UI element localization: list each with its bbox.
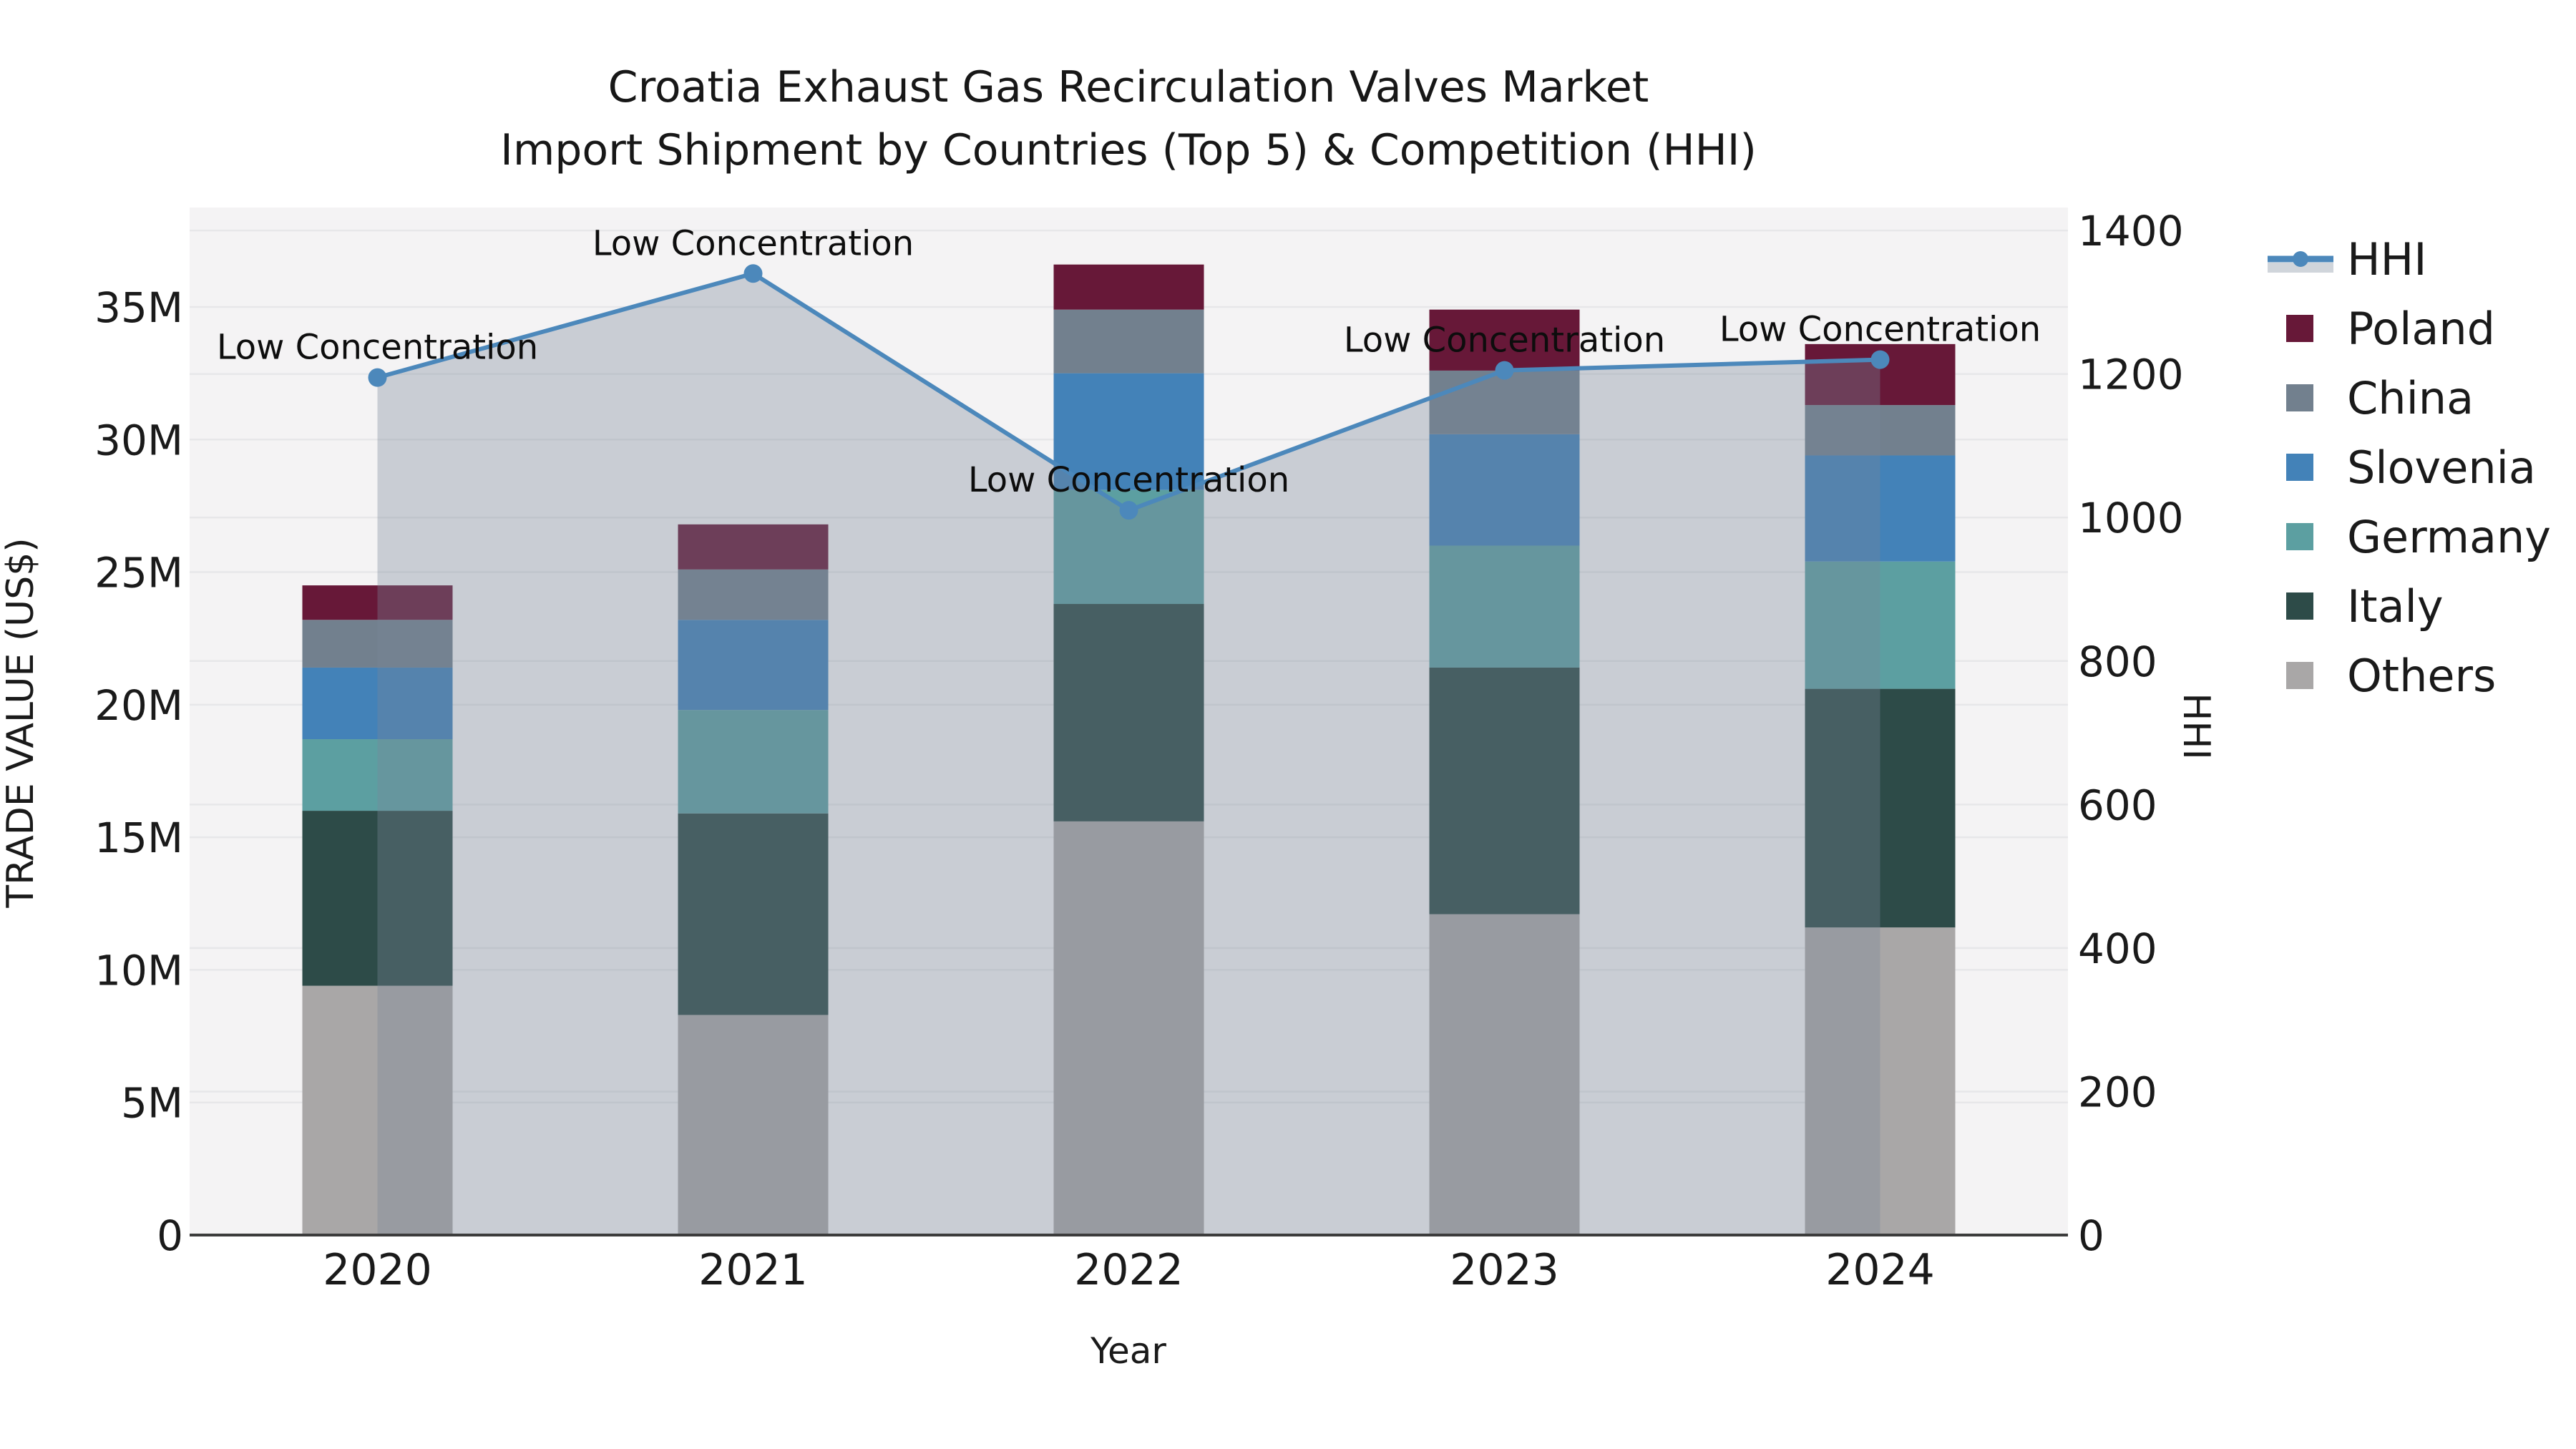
legend-label-china: China bbox=[2347, 372, 2474, 424]
x-tick-label-2022: 2022 bbox=[1074, 1245, 1184, 1295]
x-tick-label-2021: 2021 bbox=[698, 1245, 808, 1295]
hhi-area-fill bbox=[377, 273, 1880, 1236]
bar-segment-2021-italy bbox=[678, 813, 829, 1015]
bar-segment-2020-others bbox=[302, 985, 453, 1235]
y-right-tick-label: 1200 bbox=[2078, 351, 2184, 399]
x-tick-label-2024: 2024 bbox=[1825, 1245, 1935, 1295]
bar-segment-2021-china bbox=[678, 569, 829, 620]
annotation-2022: Low Concentration bbox=[968, 460, 1289, 500]
legend-hhi-band bbox=[2268, 263, 2333, 273]
bar-segment-2024-china bbox=[1805, 405, 1956, 456]
bar-segment-2023-germany bbox=[1429, 545, 1580, 668]
legend-swatch-china bbox=[2286, 384, 2313, 411]
y-axis-right-ticks: 0 200 400 600 800 1000 1200 1400 bbox=[2078, 207, 2184, 1260]
bar-segment-2024-slovenia bbox=[1805, 455, 1956, 562]
hhi-marker-2022 bbox=[1119, 501, 1138, 520]
bar-segment-2021-poland bbox=[678, 524, 829, 570]
annotation-2021: Low Concentration bbox=[592, 223, 914, 263]
legend-swatch-germany bbox=[2286, 523, 2313, 550]
legend-item-others: Others bbox=[2286, 650, 2496, 702]
bar-segment-2024-germany bbox=[1805, 561, 1956, 689]
bar-segment-2023-poland bbox=[1429, 309, 1580, 371]
bar-segment-2020-germany bbox=[302, 739, 453, 811]
bar-segment-2022-italy bbox=[1053, 604, 1204, 821]
y-left-tick-label: 10M bbox=[94, 946, 183, 995]
y-left-tick-label: 35M bbox=[94, 283, 183, 332]
bar-segment-2020-italy bbox=[302, 811, 453, 986]
legend-label-italy: Italy bbox=[2347, 580, 2444, 633]
legend-label-slovenia: Slovenia bbox=[2347, 441, 2536, 494]
hhi-marker-2020 bbox=[368, 368, 387, 387]
legend-swatch-italy bbox=[2286, 592, 2313, 620]
x-tick-label-2023: 2023 bbox=[1450, 1245, 1559, 1295]
legend-item-china: China bbox=[2286, 372, 2474, 424]
legend-label-hhi: HHI bbox=[2347, 233, 2427, 286]
legend-swatch-poland bbox=[2286, 315, 2313, 342]
bar-segment-2023-others bbox=[1429, 914, 1580, 1235]
y-left-tick-label: 25M bbox=[94, 549, 183, 597]
annotation-2024: Low Concentration bbox=[1719, 310, 2041, 350]
x-tick-label-2020: 2020 bbox=[323, 1245, 432, 1295]
y-right-tick-label: 400 bbox=[2078, 924, 2157, 973]
y-left-tick-label: 0 bbox=[157, 1211, 183, 1260]
bar-segment-2022-slovenia bbox=[1053, 373, 1204, 490]
legend-label-germany: Germany bbox=[2347, 511, 2551, 563]
y-right-tick-label: 1000 bbox=[2078, 494, 2184, 542]
legend-item-poland: Poland bbox=[2286, 303, 2495, 355]
y-axis-left-ticks: 0 5M 10M 15M 20M 25M 30M 35M bbox=[94, 283, 183, 1260]
legend-swatch-slovenia bbox=[2286, 454, 2313, 481]
legend-swatch-others bbox=[2286, 662, 2313, 689]
bar-segment-2022-others bbox=[1053, 821, 1204, 1235]
bar-segment-2022-poland bbox=[1053, 264, 1204, 310]
legend-item-hhi: HHI bbox=[2268, 233, 2427, 286]
hhi-line-series bbox=[368, 264, 1890, 520]
legend-item-slovenia: Slovenia bbox=[2286, 441, 2536, 494]
legend-label-poland: Poland bbox=[2347, 303, 2495, 355]
annotations: Low Concentration Low Concentration Low Co… bbox=[217, 223, 2041, 500]
bar-segment-2023-italy bbox=[1429, 667, 1580, 914]
chart-title-line2: Import Shipment by Countries (Top 5) & C… bbox=[500, 125, 1757, 175]
bar-segment-2024-others bbox=[1805, 927, 1956, 1235]
hhi-marker-2023 bbox=[1495, 361, 1514, 380]
bar-segment-2020-china bbox=[302, 620, 453, 668]
hhi-marker-2021 bbox=[743, 264, 763, 283]
y-axis-left-title: TRADE VALUE (US$) bbox=[0, 537, 42, 908]
legend-label-others: Others bbox=[2347, 650, 2496, 702]
y-axis-right-title: HHI bbox=[2175, 693, 2218, 760]
chart-title-line1: Croatia Exhaust Gas Recirculation Valves… bbox=[608, 62, 1649, 112]
bar-segment-2024-italy bbox=[1805, 688, 1956, 928]
bar-segment-2021-germany bbox=[678, 710, 829, 814]
bar-segment-2023-slovenia bbox=[1429, 434, 1580, 546]
legend: HHI Poland China Slovenia Germany Italy Others bbox=[2268, 233, 2551, 702]
y-left-tick-label: 20M bbox=[94, 681, 183, 730]
bar-series bbox=[302, 264, 1956, 1235]
bar-segment-2022-china bbox=[1053, 309, 1204, 374]
legend-hhi-marker bbox=[2293, 251, 2308, 267]
x-axis-title: Year bbox=[1090, 1330, 1166, 1372]
bar-segment-2021-others bbox=[678, 1015, 829, 1235]
x-axis-ticks: 2020 2021 2022 2023 2024 bbox=[323, 1245, 1935, 1295]
legend-item-germany: Germany bbox=[2286, 511, 2551, 563]
bar-segment-2020-poland bbox=[302, 585, 453, 620]
y-left-tick-label: 5M bbox=[121, 1079, 183, 1128]
annotation-2020: Low Concentration bbox=[217, 328, 538, 368]
y-right-tick-label: 800 bbox=[2078, 638, 2157, 686]
annotation-2023: Low Concentration bbox=[1344, 321, 1665, 361]
y-right-tick-label: 600 bbox=[2078, 781, 2157, 829]
y-left-tick-label: 30M bbox=[94, 416, 183, 464]
legend-item-italy: Italy bbox=[2286, 580, 2444, 633]
bar-segment-2021-slovenia bbox=[678, 620, 829, 711]
y-right-tick-label: 0 bbox=[2078, 1211, 2104, 1260]
y-right-tick-label: 1400 bbox=[2078, 207, 2184, 255]
bar-segment-2023-china bbox=[1429, 370, 1580, 434]
bar-segment-2020-slovenia bbox=[302, 667, 453, 740]
y-left-tick-label: 15M bbox=[94, 814, 183, 862]
hhi-marker-2024 bbox=[1870, 350, 1890, 369]
y-right-tick-label: 200 bbox=[2078, 1068, 2157, 1116]
